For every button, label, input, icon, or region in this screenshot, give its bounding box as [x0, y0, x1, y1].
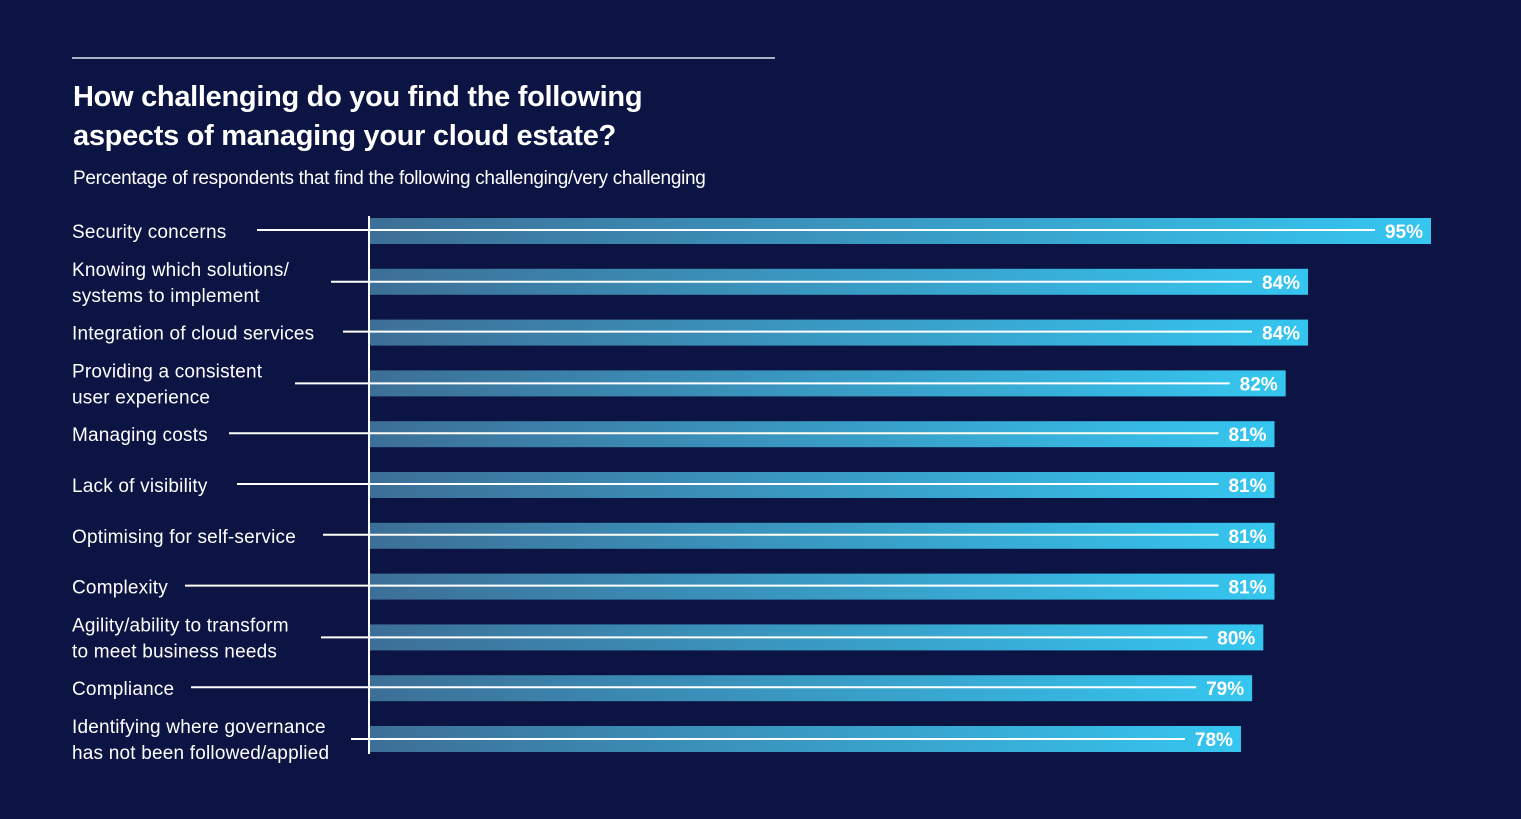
category-label-line: has not been followed/applied: [72, 743, 329, 764]
category-label-line: Managing costs: [72, 425, 208, 446]
category-label-line: Agility/ability to transform: [72, 615, 289, 636]
category-label: Optimising for self-service: [72, 527, 296, 548]
chart-title-line-2: aspects of managing your cloud estate?: [73, 120, 616, 152]
category-label: Managing costs: [72, 425, 208, 446]
value-label: 84%: [1262, 273, 1300, 294]
chart-subtitle: Percentage of respondents that find the …: [73, 168, 706, 189]
chart-title: How challenging do you find the followin…: [73, 78, 793, 156]
value-label: 81%: [1228, 476, 1266, 497]
category-label-line: Complexity: [72, 578, 168, 599]
top-rule: [72, 57, 775, 59]
category-label: Providing a consistent user experience: [72, 361, 263, 408]
value-label: 84%: [1262, 324, 1300, 345]
category-label-line: user experience: [72, 387, 210, 408]
category-label-line: Security concerns: [72, 222, 226, 243]
category-label-line: Knowing which solutions/: [72, 260, 290, 281]
category-label-line: to meet business needs: [72, 641, 277, 662]
category-label-line: Identifying where governance: [72, 717, 326, 738]
category-label-line: Compliance: [72, 679, 174, 700]
category-label: Knowing which solutions/systems to imple…: [72, 260, 290, 307]
category-label-line: Providing a consistent: [72, 361, 263, 382]
value-label: 81%: [1228, 527, 1266, 548]
category-label-line: Integration of cloud services: [72, 324, 314, 345]
category-label: Compliance: [72, 679, 174, 700]
value-label: 82%: [1240, 374, 1278, 395]
category-label: Security concerns: [72, 222, 226, 243]
category-label: Integration of cloud services: [72, 324, 314, 345]
value-label: 80%: [1217, 628, 1255, 649]
category-label-line: Lack of visibility: [72, 476, 208, 497]
category-label: Lack of visibility: [72, 476, 208, 497]
category-label-line: systems to implement: [72, 286, 260, 307]
labels-layer: 95% Security concerns 84% Knowing which sol…: [72, 222, 1423, 764]
category-label: Identifying where governance has not been…: [72, 717, 329, 764]
category-label: Complexity: [72, 578, 168, 599]
value-label: 78%: [1195, 730, 1233, 751]
value-label: 81%: [1228, 578, 1266, 599]
category-label: Agility/ability to transform to meet busi…: [72, 615, 289, 662]
chart-title-line-1: How challenging do you find the followin…: [73, 81, 643, 113]
value-label: 81%: [1228, 425, 1266, 446]
category-label-line: Optimising for self-service: [72, 527, 296, 548]
value-label: 79%: [1206, 679, 1244, 700]
value-label: 95%: [1385, 222, 1423, 243]
